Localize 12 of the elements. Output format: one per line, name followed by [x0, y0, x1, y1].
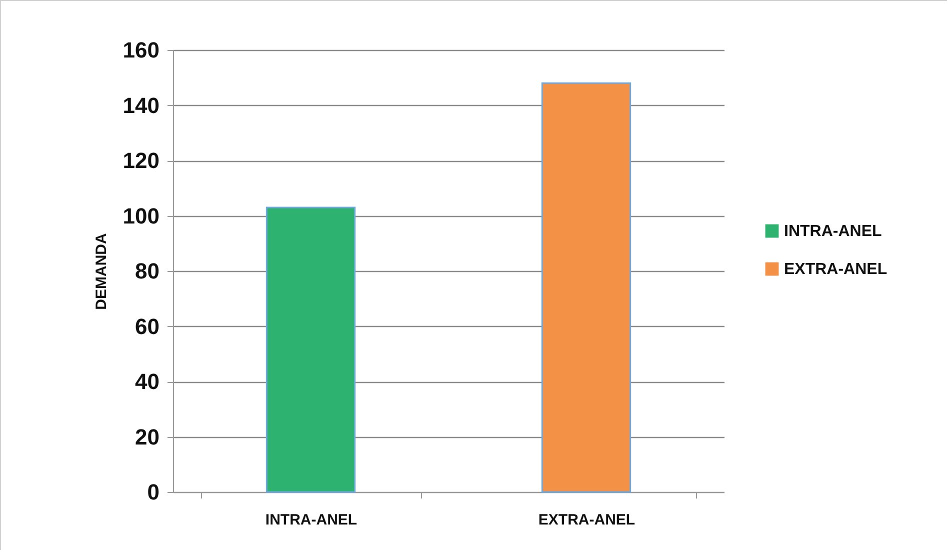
y-tick-label: 80 [135, 258, 160, 284]
y-tick-label: 100 [122, 203, 160, 228]
y-tick-label: 140 [122, 92, 160, 118]
y-tick-label: 60 [135, 314, 160, 339]
y-tick-label: 160 [122, 38, 160, 62]
legend-label: INTRA-ANEL [784, 223, 882, 240]
y-tick-label: 120 [122, 148, 160, 173]
y-tick-label: 20 [135, 424, 160, 450]
y-tick-label: 40 [135, 369, 160, 394]
y-axis-title: DEMANDA [92, 233, 110, 310]
y-tick-label: 0 [147, 480, 160, 504]
legend-label: EXTRA-ANEL [784, 261, 888, 278]
